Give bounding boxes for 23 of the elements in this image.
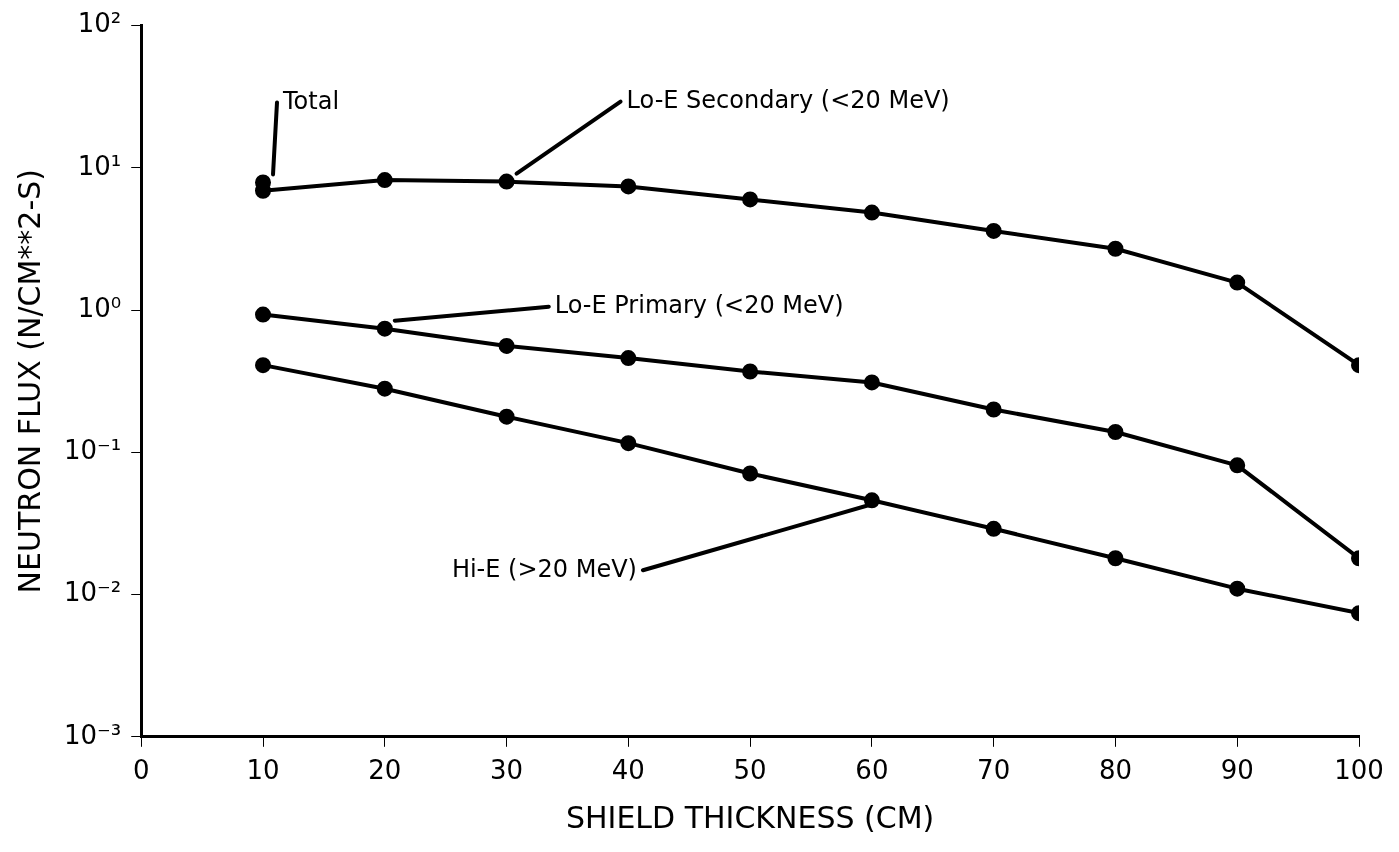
x-tick-label: 100 — [1334, 755, 1384, 786]
x-tick-label: 10 — [246, 755, 280, 786]
y-tick-label: 10⁻² — [64, 577, 122, 608]
series-label: Lo-E Primary (<20 MeV) — [554, 290, 844, 319]
y-tick-label: 10⁻¹ — [64, 435, 122, 466]
y-tick-label: 10¹ — [77, 150, 122, 181]
x-tick-label: 70 — [977, 755, 1011, 786]
text: Lo-E Secondary (<20 MeV) — [626, 85, 950, 114]
text: Hi-E (>20 MeV) — [451, 554, 637, 583]
text: Total — [282, 86, 340, 115]
x-tick-label: 30 — [490, 755, 524, 786]
x-tick-label: 60 — [855, 755, 889, 786]
x-axis-title: SHIELD THICKNESS (CM) — [565, 799, 935, 835]
x-tick-label: 0 — [132, 755, 150, 786]
x-tick-label: 40 — [611, 755, 645, 786]
y-tick-label: 10⁰ — [77, 292, 122, 323]
y-axis-title: NEUTRON FLUX (N/CM**2-S) — [11, 169, 47, 594]
y-tick-label: 10⁻³ — [64, 719, 122, 750]
x-tick-label: 80 — [1098, 755, 1132, 786]
x-tick-label: 20 — [368, 755, 402, 786]
x-tick-label: 50 — [733, 755, 767, 786]
y-tick-label: 10² — [77, 8, 122, 39]
x-tick-label: 90 — [1220, 755, 1254, 786]
